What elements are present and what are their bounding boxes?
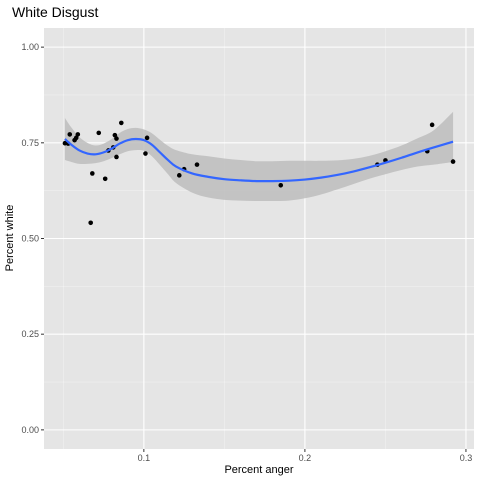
confidence-band-area bbox=[64, 111, 454, 202]
grid-lines bbox=[44, 28, 474, 449]
x-tick-label: 0.3 bbox=[460, 453, 473, 463]
data-point bbox=[114, 154, 119, 160]
y-axis: 0.00 0.25 0.50 0.75 1.00 bbox=[21, 42, 44, 435]
data-point bbox=[73, 135, 79, 141]
y-tick-label: 1.00 bbox=[21, 42, 39, 52]
y-axis-title: Percent white bbox=[4, 205, 16, 272]
data-point bbox=[96, 130, 102, 136]
x-tick-label: 0.2 bbox=[299, 453, 312, 463]
chart-title: White Disgust bbox=[12, 4, 98, 20]
data-point bbox=[114, 136, 119, 141]
data-point bbox=[450, 159, 456, 164]
data-point bbox=[429, 122, 435, 128]
data-point bbox=[112, 132, 118, 138]
x-tick-label: 0.1 bbox=[138, 453, 151, 463]
data-point bbox=[278, 183, 284, 188]
y-tick-label: 0.75 bbox=[21, 138, 39, 148]
data-point bbox=[194, 162, 200, 167]
data-point bbox=[102, 176, 108, 182]
data-point bbox=[143, 151, 148, 156]
x-axis: 0.1 0.2 0.3 bbox=[138, 449, 473, 463]
data-point bbox=[119, 120, 124, 126]
data-point bbox=[90, 171, 95, 176]
y-tick-label: 0.00 bbox=[21, 425, 39, 435]
data-point bbox=[88, 220, 94, 226]
loess-fit-line bbox=[64, 137, 454, 183]
smooth-line bbox=[64, 137, 454, 183]
y-tick-label: 0.50 bbox=[21, 234, 39, 244]
y-tick-label: 0.25 bbox=[21, 329, 39, 339]
data-point bbox=[75, 132, 81, 137]
data-point bbox=[176, 173, 182, 178]
confidence-band bbox=[64, 111, 454, 202]
data-point bbox=[144, 135, 150, 141]
x-axis-title: Percent anger bbox=[224, 464, 293, 476]
data-point bbox=[67, 132, 73, 137]
